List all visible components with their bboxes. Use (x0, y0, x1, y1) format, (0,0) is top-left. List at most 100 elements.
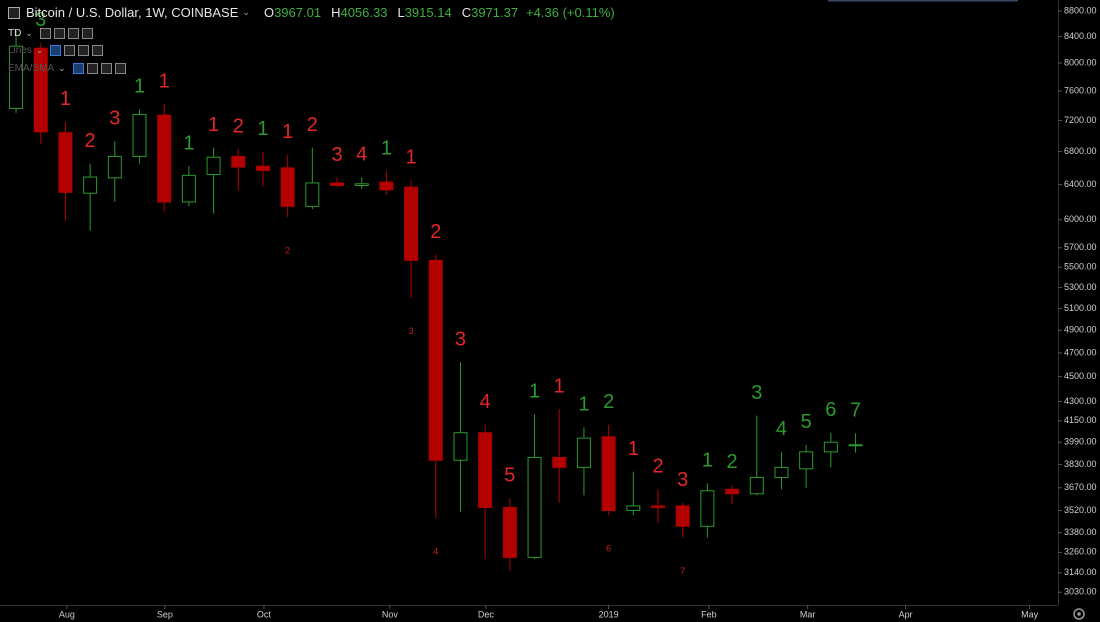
candle (255, 151, 270, 187)
candle (799, 444, 814, 488)
symbol-title[interactable]: Bitcoin / U.S. Dollar, 1W, COINBASE (26, 5, 239, 20)
td-setup-count: 1 (257, 118, 268, 140)
symbol-checkbox[interactable] (8, 6, 20, 19)
indicator-td[interactable]: TD ⌄ (8, 28, 93, 39)
x-tick-label: Oct (257, 609, 272, 619)
ohlc-key: H (331, 5, 341, 20)
candle (774, 451, 789, 490)
td-setup-count: 3 (677, 469, 688, 491)
td-setup-count: 4 (356, 143, 367, 165)
candle (181, 166, 196, 207)
icon-close[interactable] (92, 45, 104, 56)
y-tick-label: 3030.00 (1064, 587, 1097, 597)
ohlc-key: L (397, 5, 405, 20)
indicator-lines[interactable]: Lines ⌄ (8, 45, 104, 56)
y-tick-label: 5500.00 (1064, 262, 1097, 272)
ohlc-legend: O 3967.01 H 4056.33 L 3915.14 C 3971.37 (264, 5, 518, 20)
candle-body (231, 155, 246, 168)
candle (552, 409, 567, 503)
x-tick-label: May (1021, 609, 1039, 619)
candle-body (255, 165, 270, 171)
indicator-ema-sma[interactable]: EMA/SMA ⌄ (8, 63, 126, 74)
candle (9, 29, 24, 113)
td-setup-count: 4 (480, 391, 491, 413)
td-setup-count: 1 (208, 114, 219, 136)
indicator-dropdown[interactable]: ⌄ (35, 45, 44, 55)
td-setup-count: 1 (183, 132, 194, 154)
candle (404, 180, 419, 298)
candle-body (700, 490, 715, 527)
y-tick-label: 8800.00 (1064, 5, 1097, 15)
icon-format[interactable] (100, 63, 112, 74)
y-tick-label: 3990.00 (1064, 437, 1097, 447)
td-countdown: 3 (409, 326, 414, 336)
indicator-label[interactable]: TD (8, 28, 22, 39)
settings-icon[interactable] (1073, 608, 1085, 620)
icon-eye[interactable] (72, 63, 84, 74)
candle (428, 254, 443, 519)
td-setup-count: 1 (628, 438, 639, 460)
candle-body (181, 174, 196, 203)
candle-body (552, 456, 567, 468)
td-setup-count: 1 (282, 121, 293, 143)
candle (206, 147, 221, 214)
indicator-dropdown[interactable]: ⌄ (25, 28, 33, 38)
candle (157, 104, 172, 213)
icon-close[interactable] (81, 28, 93, 39)
candle-body (601, 436, 616, 512)
candle (280, 154, 295, 218)
x-tick-label: Dec (478, 609, 495, 619)
candle-body (774, 466, 789, 478)
candle-body (206, 156, 221, 176)
icon-format[interactable] (67, 28, 79, 39)
y-tick-label: 3830.00 (1064, 459, 1097, 469)
candle-body (33, 47, 48, 133)
y-tick-label: 4500.00 (1064, 371, 1097, 381)
candle (601, 424, 616, 516)
candle-body (107, 155, 122, 179)
indicator-dropdown[interactable]: ⌄ (58, 63, 66, 73)
td-setup-count: 2 (727, 451, 738, 473)
indicator-label[interactable]: Lines (8, 45, 32, 56)
td-setup-count: 1 (529, 381, 540, 403)
candle (453, 362, 468, 513)
icon-settings[interactable] (86, 63, 98, 74)
candle-body (478, 432, 493, 508)
td-setup-count: 1 (60, 88, 71, 110)
candle-body (428, 259, 443, 461)
y-tick-label: 5100.00 (1064, 303, 1097, 313)
candle-body (58, 132, 73, 193)
candle-body (799, 451, 814, 470)
x-tick-label: Apr (899, 609, 913, 619)
candle (651, 489, 666, 524)
candle (58, 121, 73, 221)
candle (478, 424, 493, 560)
icon-close[interactable] (114, 63, 126, 74)
td-setup-count: 2 (430, 221, 441, 243)
y-tick-label: 6400.00 (1064, 179, 1097, 189)
y-tick-label: 5700.00 (1064, 242, 1097, 252)
candle-body (132, 113, 147, 157)
candle (576, 427, 591, 496)
candle (132, 109, 147, 164)
y-tick-label: 7600.00 (1064, 85, 1097, 95)
y-tick-label: 4300.00 (1064, 396, 1097, 406)
gear-center[interactable] (1077, 612, 1081, 616)
icon-settings[interactable] (64, 45, 76, 56)
symbol-dropdown[interactable]: ⌄ (242, 7, 250, 17)
indicator-label[interactable]: EMA/SMA (8, 63, 55, 74)
candle (107, 141, 122, 202)
icon-settings[interactable] (53, 28, 65, 39)
ohlc-key: O (263, 5, 275, 20)
icon-eye[interactable] (39, 28, 51, 39)
td-setup-count: 1 (406, 147, 417, 169)
x-tick-label: Aug (59, 609, 75, 619)
icon-eye[interactable] (50, 45, 62, 56)
gear[interactable] (1073, 608, 1085, 620)
icon-format[interactable] (78, 45, 90, 56)
candle-body (404, 186, 419, 261)
candle-body (675, 505, 690, 527)
y-tick-label: 3520.00 (1064, 505, 1097, 515)
y-tick-label: 6800.00 (1064, 146, 1097, 156)
